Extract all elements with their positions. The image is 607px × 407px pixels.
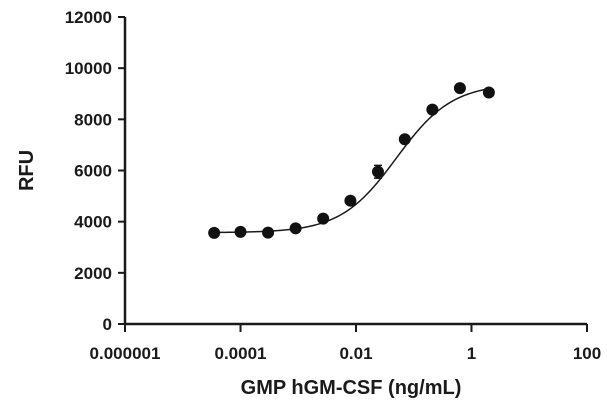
fit-curve [214, 87, 490, 234]
data-point [289, 222, 302, 235]
y-tick-label: 4000 [74, 213, 112, 232]
y-tick-label: 8000 [74, 110, 112, 129]
x-tick-label: 1 [467, 344, 476, 363]
x-ticks: 0.000001 0.0001 0.01 1 100 [90, 324, 601, 363]
fit-curve-layer [214, 87, 490, 234]
x-tick-label: 0.0001 [215, 344, 267, 363]
data-point [317, 212, 330, 225]
y-tick-label: 6000 [74, 162, 112, 181]
x-tick-label: 0.01 [339, 344, 372, 363]
data-point [426, 103, 439, 116]
x-axis-label: GMP hGM-CSF (ng/mL) [241, 377, 462, 399]
y-tick-label: 0 [103, 315, 112, 334]
data-point [262, 226, 275, 239]
y-tick-label: 2000 [74, 264, 112, 283]
y-ticks: 0 2000 4000 6000 8000 10000 12000 [65, 8, 125, 334]
data-point [344, 194, 357, 207]
data-points [208, 82, 495, 239]
axes [123, 17, 587, 326]
data-point [208, 226, 221, 239]
y-tick-label: 10000 [65, 59, 112, 78]
y-tick-label: 12000 [65, 8, 112, 27]
data-point [482, 86, 495, 99]
data-point [371, 165, 384, 178]
data-point [398, 133, 411, 146]
data-point [234, 225, 247, 238]
y-axis-label: RFU [16, 150, 38, 191]
x-tick-label: 100 [573, 344, 601, 363]
x-tick-label: 0.000001 [90, 344, 161, 363]
data-point [453, 82, 466, 95]
